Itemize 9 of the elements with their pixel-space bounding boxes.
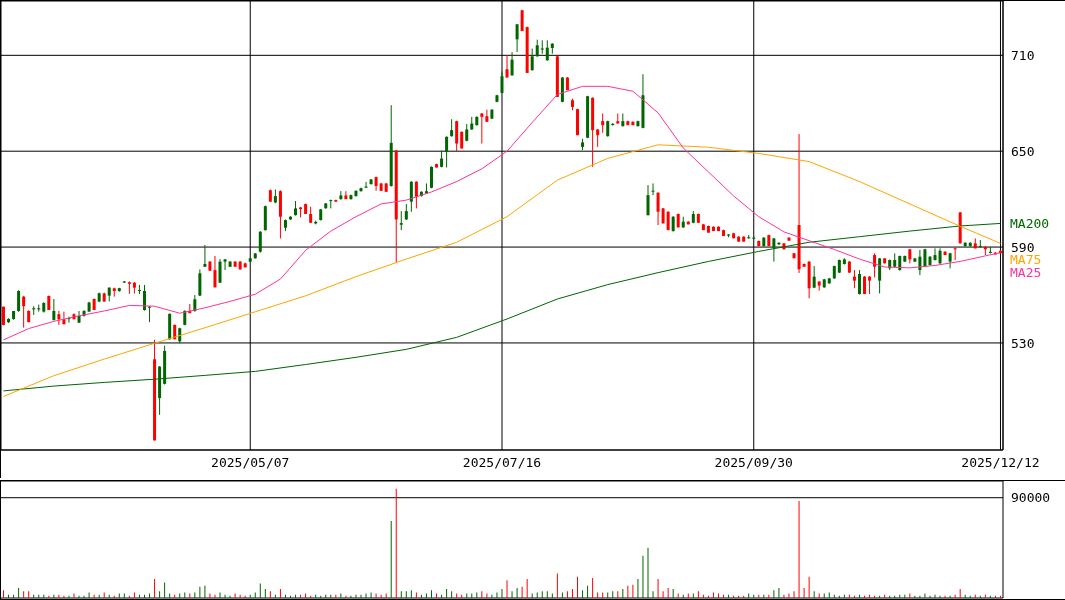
x-tick-label: 2025/12/12 — [961, 455, 1040, 471]
x-tick-label: 2025/05/07 — [211, 455, 290, 471]
series-label: MA200 — [1010, 215, 1050, 232]
y-tick-label: 530 — [1011, 335, 1035, 351]
y-tick-label: 710 — [1011, 47, 1035, 63]
x-tick-label: 2025/07/16 — [462, 455, 542, 471]
y-tick-label: 650 — [1011, 143, 1035, 159]
y-tick-label: 90000 — [1011, 490, 1051, 506]
x-tick-label: 2025/09/30 — [714, 455, 793, 471]
